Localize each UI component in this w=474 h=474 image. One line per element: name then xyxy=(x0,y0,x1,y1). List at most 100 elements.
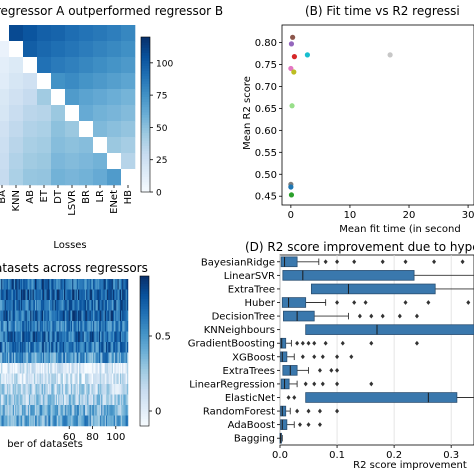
heatmap-cell xyxy=(50,394,52,406)
heatmap-cell xyxy=(118,279,121,290)
heatmap-cell xyxy=(104,300,107,311)
heatmap-cell xyxy=(64,405,66,416)
heatmap-cell xyxy=(77,289,80,301)
heatmap-cell xyxy=(32,415,34,427)
heatmap-cell xyxy=(55,321,58,332)
heatmap-cell xyxy=(116,342,118,353)
heatmap-cell xyxy=(112,289,115,301)
colorbar-tick-label: 50 xyxy=(156,124,168,134)
heatmap-cell xyxy=(69,363,72,374)
heatmap-cell xyxy=(67,300,69,311)
heatmap-cell xyxy=(36,331,38,343)
heatmap-cell xyxy=(112,321,115,332)
heatmap-cell xyxy=(33,415,36,427)
heatmap-cell xyxy=(76,310,79,322)
heatmap-cell xyxy=(123,310,125,322)
heatmap-cell xyxy=(18,279,21,290)
heatmap-cell xyxy=(107,394,109,406)
heatmap-cell xyxy=(88,321,90,332)
heatmap-cell xyxy=(24,405,26,416)
heatmap-cell xyxy=(46,321,48,332)
heatmap-cell xyxy=(117,321,119,332)
heatmap-cell xyxy=(34,384,37,395)
heatmap-cell xyxy=(112,352,115,364)
colorbar-segment xyxy=(140,398,149,402)
heatmap-cell xyxy=(84,342,87,353)
heatmap-cell xyxy=(3,300,5,311)
heatmap-cell xyxy=(107,25,122,42)
heatmap-cell xyxy=(41,384,44,395)
outlier-point xyxy=(317,422,322,428)
heatmap-cell xyxy=(121,363,123,374)
heatmap-cell xyxy=(17,331,19,343)
colorbar-segment xyxy=(140,423,149,427)
heatmap-cell xyxy=(9,289,11,301)
heatmap-cell xyxy=(116,384,118,395)
panel-d-category-labels: BayesianRidgeLinearSVRExtraTreeHuberDeci… xyxy=(188,257,280,445)
heatmap-cell xyxy=(4,405,7,416)
heatmap-cell xyxy=(86,289,88,301)
heatmap-cell xyxy=(64,331,66,343)
box xyxy=(310,283,436,295)
heatmap-cell xyxy=(0,321,2,332)
heatmap-cell xyxy=(46,279,48,290)
heatmap-cell xyxy=(81,342,83,353)
heatmap-cell xyxy=(48,331,51,343)
heatmap-cell xyxy=(25,342,28,353)
scatter-point xyxy=(288,65,294,72)
heatmap-cell xyxy=(104,321,107,332)
heatmap-cell xyxy=(30,279,32,290)
heatmap-cell xyxy=(125,363,128,374)
colorbar-segment xyxy=(141,150,150,154)
colorbar-segment xyxy=(141,93,150,97)
heatmap-cell xyxy=(60,394,62,406)
heatmap-cell xyxy=(100,279,102,290)
colorbar-segment xyxy=(140,371,149,374)
heatmap-cell xyxy=(122,300,124,311)
heatmap-cell xyxy=(13,310,16,322)
colorbar-segment xyxy=(141,137,150,141)
heatmap-cell xyxy=(119,394,122,406)
heatmap-cell xyxy=(84,331,87,343)
heatmap-cell xyxy=(52,384,54,395)
heatmap-cell xyxy=(72,363,74,374)
panel-c-xlabel: ber of datasets xyxy=(7,439,83,450)
colorbar-segment xyxy=(140,403,149,407)
heatmap-cell xyxy=(47,321,50,332)
heatmap-cell xyxy=(33,384,36,395)
panel-c-title: atasets across regressors xyxy=(0,261,148,275)
heatmap-cell xyxy=(47,300,50,311)
heatmap-cell xyxy=(26,394,29,406)
heatmap-cell xyxy=(96,331,98,343)
heatmap-cell xyxy=(59,394,61,406)
heatmap-cell xyxy=(80,373,82,385)
heatmap-cell xyxy=(101,342,103,353)
heatmap-cell xyxy=(41,300,44,311)
heatmap-cell xyxy=(57,373,59,385)
heatmap-cell xyxy=(45,415,47,427)
heatmap-cell xyxy=(36,300,38,311)
heatmap-cell xyxy=(18,394,21,406)
heatmap-cell xyxy=(80,415,82,427)
heatmap-cell xyxy=(114,300,116,311)
heatmap-cell xyxy=(77,405,80,416)
heatmap-cell xyxy=(75,373,78,385)
heatmap-cell xyxy=(75,310,78,322)
heatmap-cell xyxy=(48,384,51,395)
heatmap-cell xyxy=(89,300,92,311)
heatmap-cell xyxy=(124,384,126,395)
heatmap-cell xyxy=(118,352,121,364)
heatmap-cell xyxy=(25,289,28,301)
heatmap-cell xyxy=(98,342,101,353)
heatmap-cell xyxy=(48,363,51,374)
heatmap-cell xyxy=(32,373,34,385)
heatmap-cell xyxy=(79,89,94,106)
heatmap-cell xyxy=(61,373,64,385)
heatmap-cell xyxy=(126,363,129,374)
heatmap-cell xyxy=(102,352,104,364)
heatmap-cell xyxy=(60,384,62,395)
heatmap-cell xyxy=(31,363,33,374)
heatmap-cell xyxy=(39,384,41,395)
heatmap-cell xyxy=(10,373,12,385)
